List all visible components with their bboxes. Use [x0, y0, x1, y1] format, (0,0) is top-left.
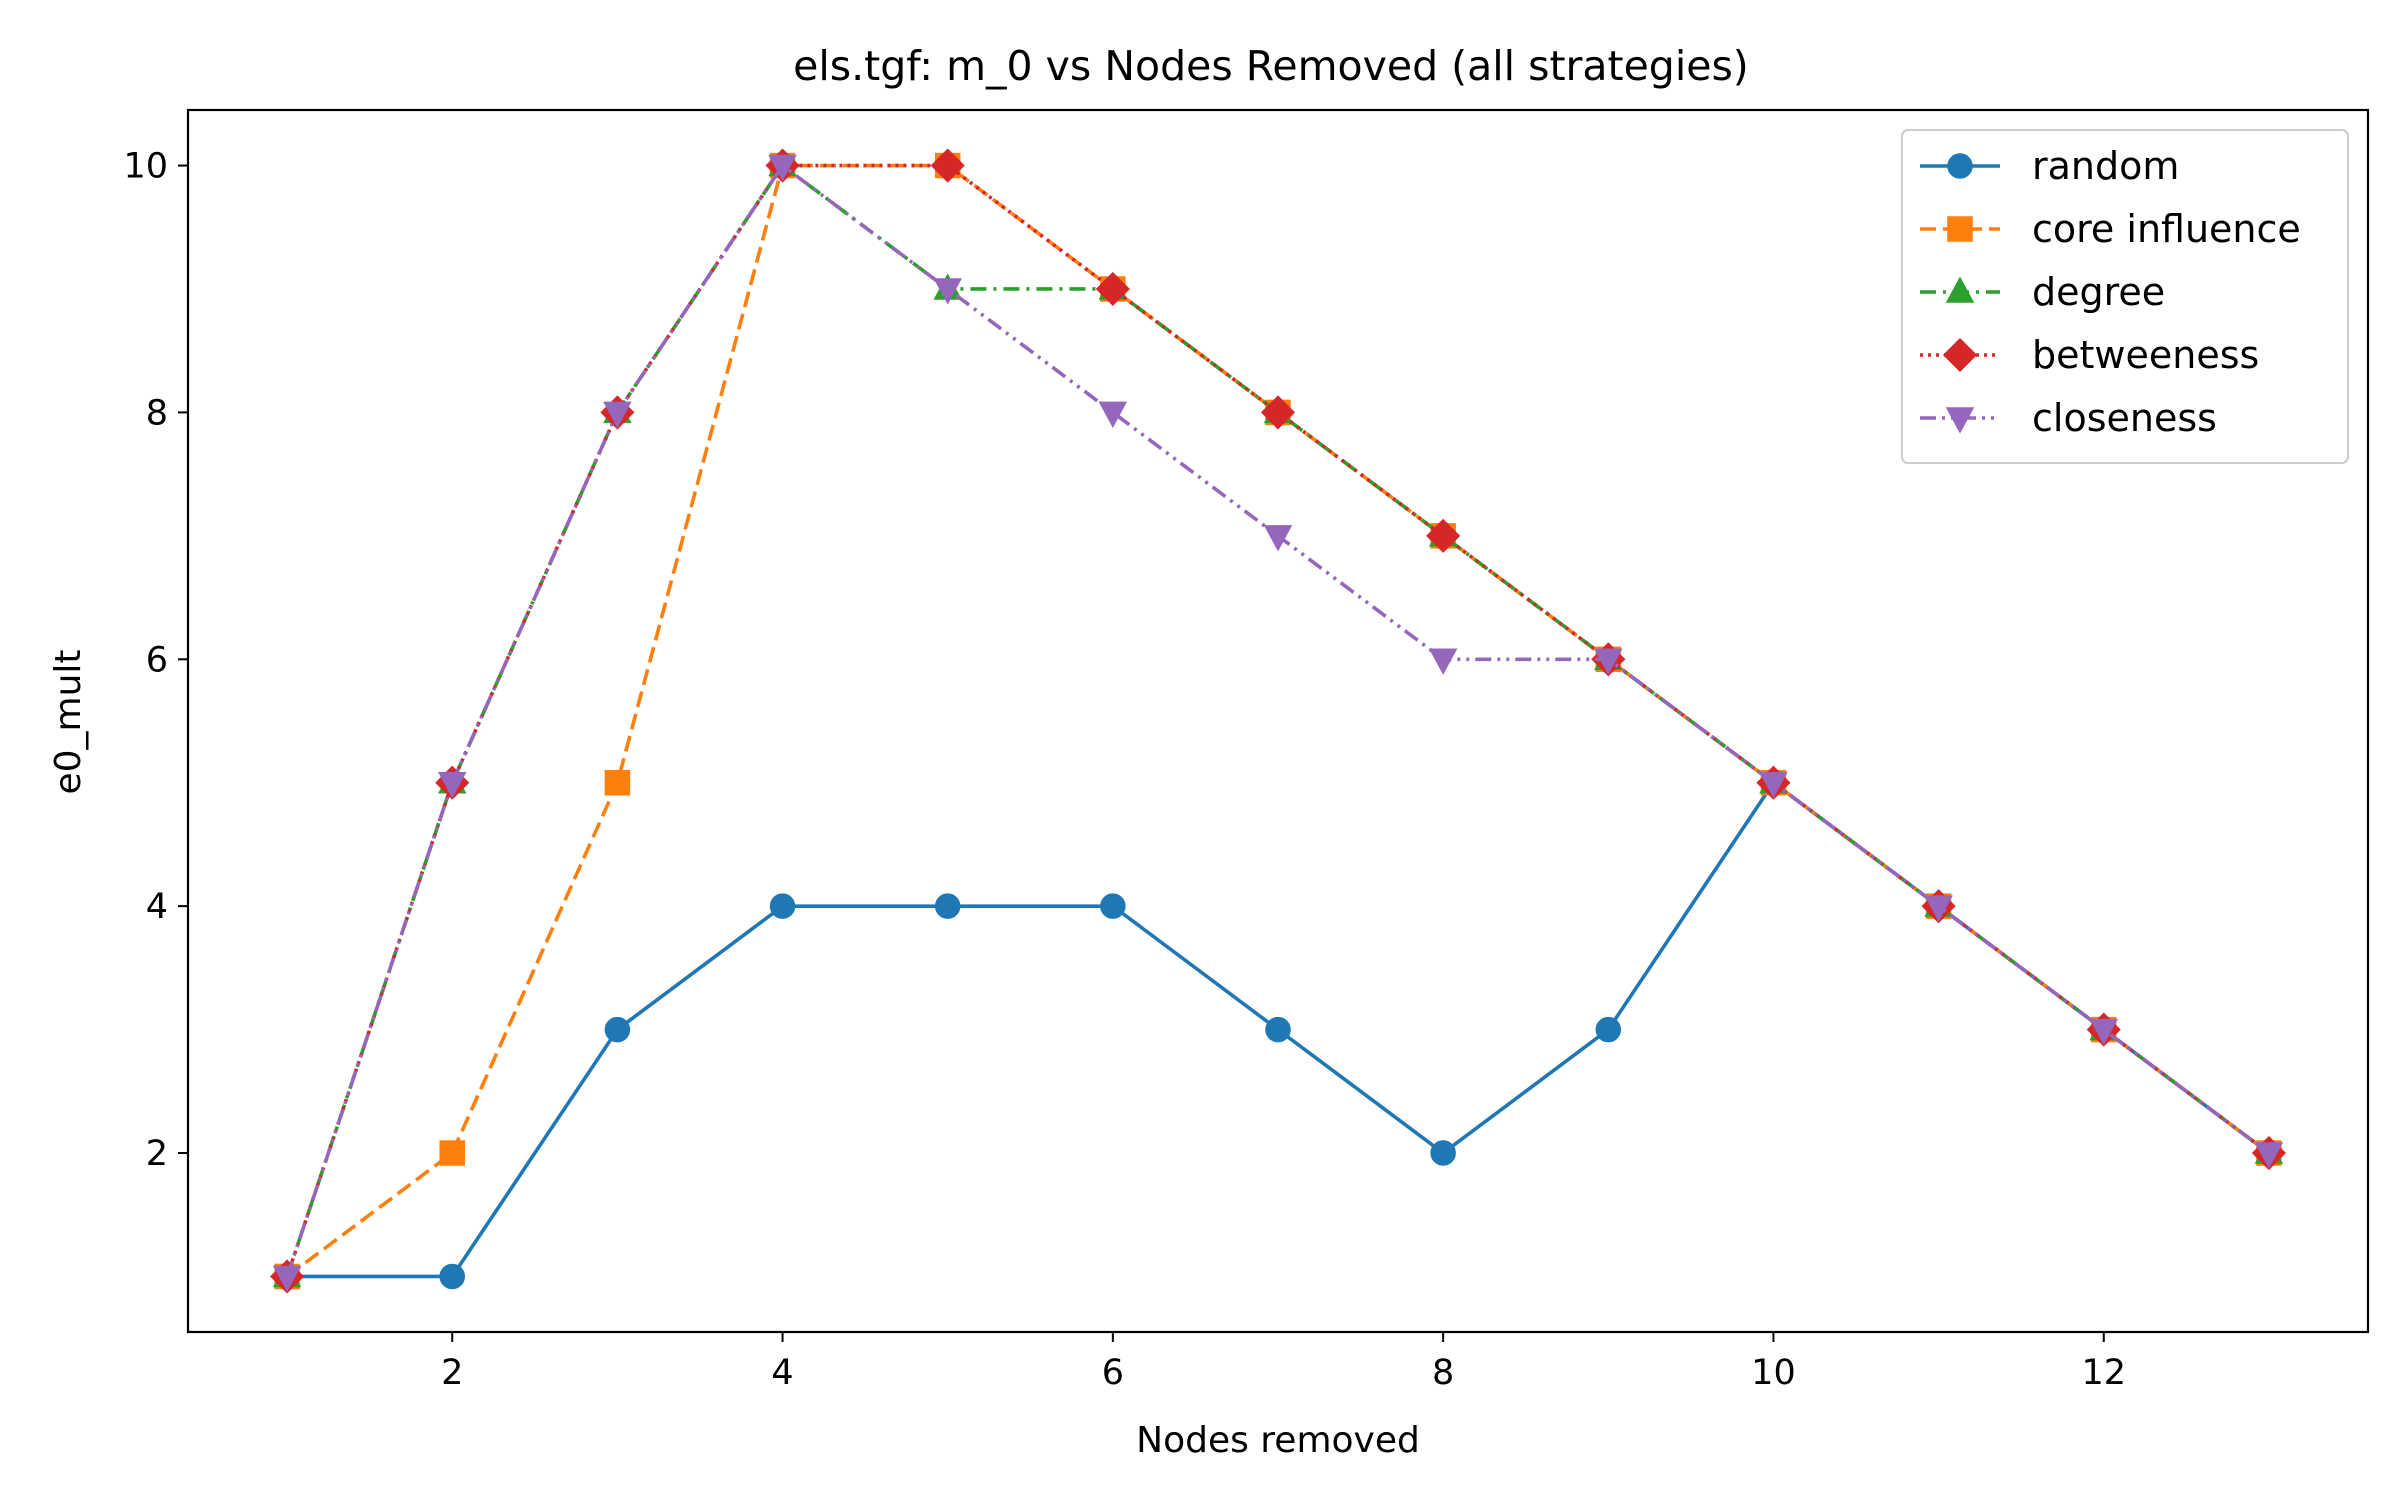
y-axis: 2 4 6 8 10 — [123, 147, 188, 1174]
data-point — [439, 1263, 465, 1290]
data-point — [1263, 525, 1293, 552]
data-point — [1430, 1140, 1456, 1166]
data-point — [934, 893, 961, 919]
chart-title: els.tgf: m_0 vs Nodes Removed (all strat… — [793, 42, 1749, 90]
legend-marker — [1945, 407, 1975, 434]
x-tick-label: 4 — [771, 1353, 793, 1393]
legend-entry: closeness — [1920, 396, 2217, 440]
data-point — [1098, 401, 1128, 428]
legend: random core influence degree betweeness clos… — [1901, 129, 2349, 464]
y-tick-label: 8 — [146, 393, 168, 433]
data-point — [933, 278, 962, 305]
y-tick-label: 6 — [146, 640, 168, 680]
data-point — [2089, 1018, 2119, 1046]
legend-marker — [1945, 276, 1975, 303]
plot-frame — [186, 108, 2370, 1334]
y-axis-label: e0_mult — [48, 649, 89, 794]
series-closeness — [272, 154, 2284, 1293]
legend-label: random — [2032, 144, 2179, 188]
data-point — [1595, 1016, 1622, 1043]
legend-label: degree — [2032, 270, 2165, 314]
plot-series — [270, 148, 2286, 1294]
x-axis: 2 4 6 8 10 12 — [441, 1332, 2126, 1393]
data-point — [1594, 648, 1623, 675]
legend-marker — [1947, 153, 1973, 179]
data-point — [604, 769, 631, 796]
x-axis-label: Nodes removed — [1136, 1420, 1420, 1461]
data-point — [272, 1265, 302, 1293]
legend-entry: betweeness — [1920, 333, 2259, 377]
data-point — [439, 1140, 465, 1166]
legend-entry: degree — [1920, 270, 2165, 314]
data-point — [768, 154, 797, 182]
data-point — [603, 401, 632, 428]
data-point — [1260, 395, 1296, 430]
legend-entry: random — [1920, 144, 2179, 188]
x-tick-label: 6 — [1102, 1353, 1124, 1393]
y-tick-label: 2 — [146, 1134, 168, 1174]
data-point — [930, 148, 965, 183]
legend-label: core influence — [2032, 207, 2301, 251]
y-tick-label: 4 — [146, 887, 168, 927]
legend-label: betweeness — [2032, 333, 2259, 377]
data-point — [437, 771, 467, 799]
data-point — [1095, 271, 1130, 307]
legend-entry: core influence — [1920, 207, 2301, 251]
legend-label: closeness — [2032, 396, 2217, 440]
legend-marker — [1942, 337, 1978, 373]
legend-frame — [1901, 129, 2349, 464]
data-point — [604, 1016, 631, 1043]
x-tick-label: 2 — [441, 1353, 463, 1393]
data-point — [1428, 648, 1458, 675]
x-tick-label: 8 — [1432, 1353, 1454, 1393]
data-point — [769, 893, 796, 919]
data-point — [1924, 895, 1953, 922]
data-point — [1426, 518, 1461, 553]
data-point — [1100, 893, 1126, 919]
data-point — [1759, 771, 1788, 799]
data-point — [2254, 1142, 2284, 1169]
data-point — [1265, 1016, 1291, 1043]
x-tick-label: 10 — [1751, 1353, 1796, 1393]
y-tick-label: 10 — [123, 147, 168, 187]
x-tick-label: 12 — [2081, 1353, 2126, 1393]
legend-marker — [1947, 216, 1973, 242]
